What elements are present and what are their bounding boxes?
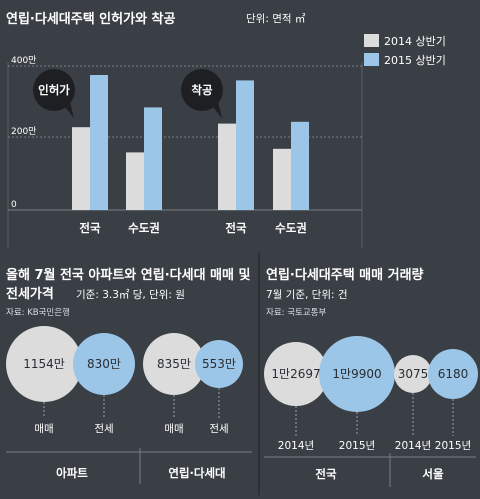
price-bubble-chart: 올해 7월 전국 아파트와 연립·다세대 매매 및 전세가격 기준: 3.3㎡ … [6,267,252,484]
bubble-seoul-2015 [428,349,478,399]
bubble-apt-jeonse [73,333,135,395]
bubble-national-2015 [319,336,395,412]
group-label-apartment: 아파트 [56,466,88,480]
callout-permits: 인허가 [33,69,75,118]
legend-swatch-2014 [364,34,379,47]
price-title-line1: 올해 7월 전국 아파트와 연립·다세대 매매 및 [6,267,250,283]
bubble-apt-sale [6,326,82,402]
volume-source: 자료: 국토교통부 [266,308,326,318]
volume-title: 연립·다세대주택 매매 거래량 [266,267,424,283]
y-tick-400: 400만 [11,55,36,66]
volume-panel: 연립·다세대주택 매매 거래량 7월 기준, 단위: 건 자료: 국토교통부 1… [260,252,480,495]
x-label-permit-metro: 수도권 [128,221,160,235]
bubble-apt-jeonse-value: 830만 [87,357,121,371]
price-title-line2: 전세가격 [6,286,54,302]
label-seoul-2015: 2015년 [435,440,471,452]
bar-permit-metro-2014 [126,152,144,210]
x-label-permit-national: 전국 [79,221,101,235]
bubble-villa-jeonse-value: 553만 [202,357,236,371]
bubble-villa-jeonse [195,340,243,388]
bar-start-metro-2015 [291,121,309,210]
label-seoul-2014: 2014년 [395,440,431,452]
label-villa-jeonse: 전세 [209,423,228,435]
price-panel: 올해 7월 전국 아파트와 연립·다세대 매매 및 전세가격 기준: 3.3㎡ … [0,252,258,495]
permits-starts-panel: 연립·다세대주택 인허가와 착공 단위: 면적 ㎡ 2014 상반기 2015 … [6,11,446,248]
group-label-villa: 연립·다세대 [168,466,225,480]
bubble-seoul-2014 [394,355,432,393]
label-national-2014: 2014년 [278,440,314,452]
volume-unit: 7월 기준, 단위: 건 [266,288,348,301]
bar-permit-national-2015 [90,75,108,210]
label-apt-jeonse: 전세 [94,423,113,435]
y-tick-200: 200만 [11,126,36,137]
group-label-national: 전국 [315,467,337,481]
legend-swatch-2015 [364,53,379,66]
y-tick-0: 0 [11,200,17,210]
section-divider-vertical [258,253,260,495]
bar-permit-national-2014 [72,127,90,210]
chart-title: 연립·다세대주택 인허가와 착공 [6,11,176,27]
bubble-seoul-2015-value: 6180 [438,367,469,381]
callout-starts-label: 착공 [191,83,213,97]
label-apt-sale: 매매 [34,423,53,435]
bar-start-metro-2014 [273,148,291,210]
bubble-villa-sale [143,333,205,395]
volume-bubble-chart: 연립·다세대주택 매매 거래량 7월 기준, 단위: 건 자료: 국토교통부 1… [264,267,478,487]
bubble-seoul-2014-value: 3075 [398,367,429,381]
callout-starts: 착공 [181,69,223,118]
bubble-villa-sale-value: 835만 [157,357,191,371]
legend-label-2015: 2015 상반기 [384,54,446,67]
bubble-national-2014-value: 1만2697 [271,367,320,381]
bar-permit-metro-2015 [144,107,162,210]
label-national-2015: 2015년 [339,440,375,452]
price-source: 자료: KB국민은행 [6,307,70,318]
bar-start-national-2015 [236,80,254,211]
group-label-seoul: 서울 [422,467,444,481]
x-label-start-national: 전국 [225,221,247,235]
bar-start-national-2014 [218,123,236,210]
bubble-national-2014 [264,342,328,406]
price-unit: 기준: 3.3㎡ 당, 단위: 원 [76,288,185,301]
bubble-national-2015-value: 1만9900 [332,367,381,381]
callout-permits-label: 인허가 [38,83,70,97]
chart-unit: 단위: 면적 ㎡ [246,12,306,25]
permits-starts-chart: 연립·다세대주택 인허가와 착공 단위: 면적 ㎡ 2014 상반기 2015 … [6,11,446,248]
bubble-apt-sale-value: 1154만 [23,357,65,371]
x-label-start-metro: 수도권 [275,221,307,235]
legend-label-2014: 2014 상반기 [384,35,446,48]
label-villa-sale: 매매 [164,423,183,435]
